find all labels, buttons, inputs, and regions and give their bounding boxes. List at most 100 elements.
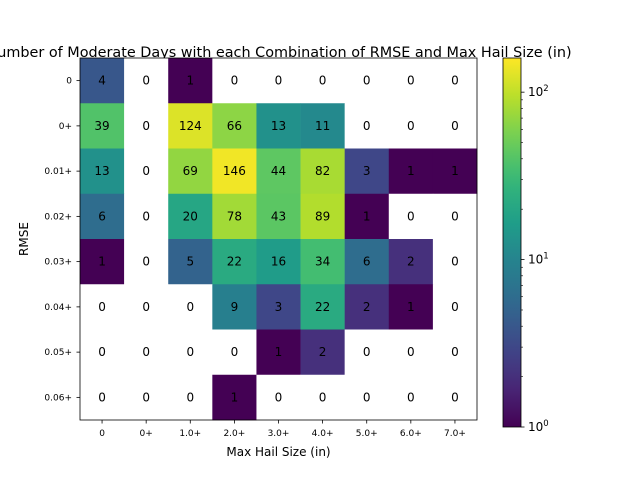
heatmap-cell bbox=[256, 329, 301, 376]
cell-value-label: 0 bbox=[186, 390, 194, 404]
heatmap-cell bbox=[432, 329, 478, 376]
cell-value-label: 0 bbox=[142, 209, 150, 223]
heatmap-cell bbox=[432, 374, 478, 421]
cell-value-label: 82 bbox=[315, 164, 330, 178]
cell-value-label: 34 bbox=[315, 255, 330, 269]
cell-value-label: 2 bbox=[363, 300, 371, 314]
cell-value-label: 0 bbox=[142, 390, 150, 404]
cell-value-label: 0 bbox=[363, 74, 371, 88]
colorbar-tick-label: 100 bbox=[528, 419, 549, 434]
cell-value-label: 78 bbox=[227, 209, 242, 223]
heatmap-cell bbox=[256, 58, 301, 104]
cell-value-label: 0 bbox=[451, 345, 459, 359]
heatmap-cell bbox=[256, 239, 301, 285]
heatmap-cell bbox=[124, 103, 169, 149]
heatmap-cell bbox=[344, 148, 390, 195]
cell-value-label: 0 bbox=[186, 300, 194, 314]
heatmap-cell bbox=[212, 284, 257, 330]
heatmap-cell bbox=[432, 58, 478, 104]
heatmap-cell bbox=[344, 374, 390, 421]
colorbar-tick-label: 102 bbox=[528, 84, 549, 99]
heatmap-cell bbox=[388, 193, 434, 240]
heatmap-cell bbox=[344, 239, 390, 285]
cell-value-label: 0 bbox=[451, 74, 459, 88]
cell-value-label: 1 bbox=[451, 164, 459, 178]
x-tick-label: 3.0+ bbox=[268, 429, 290, 439]
heatmap-cell bbox=[388, 239, 434, 285]
heatmap-cell bbox=[432, 193, 478, 240]
heatmap-cell bbox=[80, 284, 125, 330]
heatmap-cell bbox=[124, 58, 169, 104]
cell-value-label: 89 bbox=[315, 209, 330, 223]
y-tick-label: 0.03+ bbox=[44, 258, 72, 268]
cell-value-label: 13 bbox=[94, 164, 109, 178]
cell-value-label: 16 bbox=[271, 255, 286, 269]
heatmap-cell bbox=[256, 193, 301, 240]
cell-value-label: 146 bbox=[223, 164, 246, 178]
heatmap-cell bbox=[388, 148, 434, 195]
cell-value-label: 1 bbox=[231, 390, 239, 404]
cell-value-label: 124 bbox=[179, 119, 202, 133]
x-tick-label: 5.0+ bbox=[356, 429, 378, 439]
heatmap-cell bbox=[80, 193, 125, 240]
cell-value-label: 4 bbox=[98, 74, 106, 88]
heatmap-cell bbox=[300, 239, 345, 285]
x-tick-label: 0 bbox=[99, 429, 105, 439]
cell-value-label: 3 bbox=[363, 164, 371, 178]
heatmap-cell bbox=[124, 193, 169, 240]
heatmap-cell bbox=[168, 239, 213, 285]
cell-value-label: 0 bbox=[451, 300, 459, 314]
y-axis: 0 0+ 0.01+ 0.02+ 0.03+ 0.04+ 0.05+ 0.06+ bbox=[44, 77, 80, 403]
x-axis-label: Max Hail Size (in) bbox=[226, 445, 330, 459]
heatmap-cell bbox=[256, 103, 301, 149]
cell-value-label: 13 bbox=[271, 119, 286, 133]
heatmap-cell bbox=[300, 284, 345, 330]
cell-value-label: 66 bbox=[227, 119, 242, 133]
heatmap-cell bbox=[388, 58, 434, 104]
cell-value-labels: 4 0 1 0 0 0 0 0 039 0 124 66 13 11 0 0 013 0 69 146 44 82 3 1 16… bbox=[94, 74, 458, 405]
cell-value-label: 0 bbox=[407, 390, 415, 404]
cell-value-label: 22 bbox=[227, 255, 242, 269]
cell-value-label: 11 bbox=[315, 119, 330, 133]
heatmap-cell bbox=[124, 374, 169, 421]
cell-value-label: 43 bbox=[271, 209, 286, 223]
cell-value-label: 0 bbox=[407, 345, 415, 359]
cell-value-label: 69 bbox=[183, 164, 198, 178]
heatmap-cell bbox=[432, 284, 478, 330]
heatmap-cell bbox=[344, 193, 390, 240]
cell-value-label: 0 bbox=[451, 255, 459, 269]
y-tick-label: 0.02+ bbox=[44, 212, 72, 222]
cell-value-label: 0 bbox=[275, 390, 283, 404]
heatmap-cell bbox=[212, 148, 257, 195]
heatmap-cell bbox=[80, 103, 125, 149]
y-tick-label: 0.05+ bbox=[44, 348, 72, 358]
heatmap-cell bbox=[300, 148, 345, 195]
heatmap-cell bbox=[432, 239, 478, 285]
cell-value-label: 0 bbox=[98, 345, 106, 359]
y-tick-label: 0.01+ bbox=[44, 167, 72, 177]
cell-value-label: 0 bbox=[451, 390, 459, 404]
heatmap-cell bbox=[168, 329, 213, 376]
x-tick-label: 6.0+ bbox=[400, 429, 422, 439]
cell-value-label: 0 bbox=[407, 119, 415, 133]
heatmap-cell bbox=[80, 329, 125, 376]
heatmap-cell bbox=[344, 103, 390, 149]
heatmap-cell bbox=[256, 284, 301, 330]
cell-value-label: 6 bbox=[363, 255, 371, 269]
y-tick-label: 0 bbox=[66, 77, 72, 87]
heatmap-cell bbox=[124, 239, 169, 285]
heatmap-cell bbox=[300, 193, 345, 240]
y-axis-label: RMSE bbox=[17, 222, 31, 256]
heatmap-cell bbox=[300, 58, 345, 104]
cell-value-label: 0 bbox=[319, 74, 327, 88]
cell-value-label: 0 bbox=[142, 74, 150, 88]
heatmap-cell bbox=[388, 103, 434, 149]
cell-value-label: 0 bbox=[142, 255, 150, 269]
cell-value-label: 2 bbox=[407, 255, 415, 269]
cell-value-label: 9 bbox=[231, 300, 239, 314]
heatmap-cell bbox=[212, 58, 257, 104]
colorbar-gradient bbox=[503, 58, 521, 427]
heatmap-cell bbox=[80, 148, 125, 195]
heatmap-cell bbox=[80, 374, 125, 421]
